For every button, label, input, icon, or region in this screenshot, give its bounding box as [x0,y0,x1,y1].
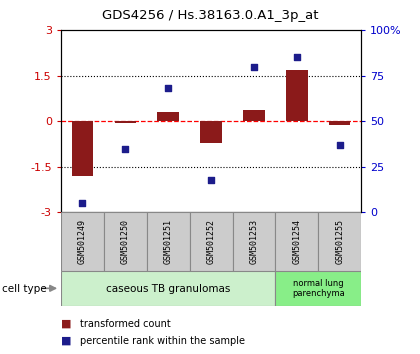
Bar [286,70,307,121]
Bar [276,212,318,271]
Bar [189,212,233,271]
Bar [104,212,147,271]
Point [251,64,257,69]
Bar [61,212,104,271]
Text: ■: ■ [61,336,71,346]
Text: percentile rank within the sample: percentile rank within the sample [80,336,245,346]
Point [294,55,300,60]
Text: GSM501255: GSM501255 [335,219,344,264]
Bar [318,212,361,271]
Bar [243,110,265,121]
Bar [276,271,361,306]
Text: GSM501252: GSM501252 [207,219,215,264]
Bar [158,112,179,121]
Text: GSM501249: GSM501249 [78,219,87,264]
Text: GSM501253: GSM501253 [249,219,258,264]
Bar [115,121,136,123]
Text: GDS4256 / Hs.38163.0.A1_3p_at: GDS4256 / Hs.38163.0.A1_3p_at [102,9,318,22]
Text: normal lung
parenchyma: normal lung parenchyma [292,279,345,298]
Bar [200,121,222,143]
Text: GSM501251: GSM501251 [164,219,173,264]
Text: GSM501250: GSM501250 [121,219,130,264]
Text: cell type: cell type [2,284,47,294]
Bar [233,212,276,271]
Point [122,146,129,152]
Bar [329,121,350,125]
Bar [72,121,93,176]
Bar [147,212,189,271]
Point [208,177,215,182]
Text: caseous TB granulomas: caseous TB granulomas [106,284,230,293]
Point [79,200,86,206]
Bar [61,271,276,306]
Text: transformed count: transformed count [80,319,171,329]
Point [336,142,343,148]
Text: ■: ■ [61,319,71,329]
Point [165,86,171,91]
Text: GSM501254: GSM501254 [292,219,302,264]
